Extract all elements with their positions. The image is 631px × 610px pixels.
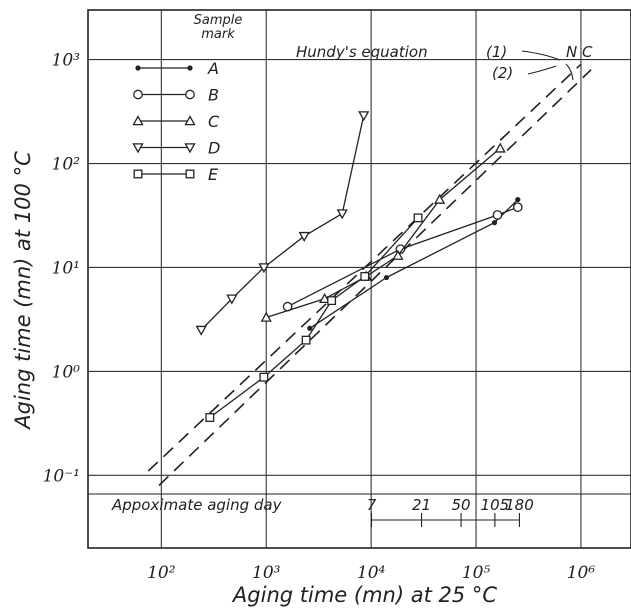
aging-day-label: Appoximate aging day bbox=[111, 496, 283, 514]
reference-line-1 bbox=[158, 69, 592, 486]
tick-labels: 10² 10³ 10⁴ 10⁵ 10⁶ 10⁻¹ 10⁰ 10¹ 10² 10³ bbox=[43, 51, 596, 583]
x-tick-label-3: 10⁵ bbox=[462, 563, 491, 583]
legend-marker-right-b bbox=[185, 89, 195, 100]
y-tick-label-3: 10² bbox=[52, 155, 81, 175]
legend-marker-left-e bbox=[133, 169, 143, 179]
legend-marker-left-c bbox=[132, 115, 144, 126]
series-c-point-0 bbox=[260, 311, 272, 322]
legend-marker-left-d bbox=[132, 143, 144, 154]
series-e-point-2 bbox=[301, 335, 311, 345]
series-e-line bbox=[209, 217, 419, 419]
y-tick-label-4: 10³ bbox=[52, 51, 81, 71]
series-a-point-0 bbox=[307, 325, 313, 331]
annotations: Hundy's equation (1) (2) N C Appoximate agin… bbox=[88, 43, 631, 527]
y-axis-label: Aging time (mn) at 100 °C bbox=[11, 151, 35, 431]
series-c-point-1 bbox=[318, 292, 331, 304]
series-a-point-3 bbox=[515, 196, 521, 203]
legend-title-mark: mark bbox=[201, 27, 235, 42]
legend-marker-left-a bbox=[135, 65, 141, 71]
legend-marker-right-e bbox=[185, 169, 195, 179]
series-d-point-0 bbox=[195, 325, 207, 336]
plot-frame bbox=[87, 9, 631, 549]
leader-line-1 bbox=[521, 50, 561, 61]
series-d-point-3 bbox=[298, 231, 310, 243]
legend-label-b: B bbox=[208, 86, 219, 105]
x-tick-label-1: 10³ bbox=[252, 563, 281, 583]
equation-label: Hundy's equation bbox=[296, 43, 428, 61]
legend-marker-right-c bbox=[184, 115, 196, 126]
reference-label-2: (2) bbox=[492, 64, 513, 82]
legend-title-sample: Sample bbox=[194, 13, 243, 28]
aging-day-value-2: 50 bbox=[452, 496, 471, 514]
series-e-point-0 bbox=[205, 413, 215, 422]
y-tick-label-0: 10⁻¹ bbox=[43, 466, 80, 486]
series-e-point-1 bbox=[259, 372, 269, 382]
series-a-point-2 bbox=[491, 220, 498, 226]
series-c-point-3 bbox=[392, 249, 404, 260]
aging-day-value-3: 105 bbox=[481, 496, 510, 514]
x-tick-label-4: 10⁶ bbox=[567, 563, 596, 583]
legend-marker-right-a bbox=[187, 65, 193, 71]
aging-day-value-0: 7 bbox=[367, 496, 377, 514]
legend-label-c: C bbox=[208, 112, 220, 131]
series-e-point-4 bbox=[360, 271, 370, 281]
y-tick-label-1: 10⁰ bbox=[52, 362, 81, 382]
series-b-point-2 bbox=[492, 210, 503, 220]
series-b-point-3 bbox=[512, 202, 523, 213]
grid bbox=[88, 10, 631, 548]
series-e-point-3 bbox=[327, 296, 337, 306]
series-a-point-1 bbox=[383, 274, 390, 281]
aging-day-value-1: 21 bbox=[412, 496, 431, 514]
series-group bbox=[195, 111, 523, 422]
series-d-point-1 bbox=[226, 294, 238, 305]
legend-label-a: A bbox=[207, 59, 219, 78]
series-d-point-2 bbox=[258, 263, 270, 274]
series-d-line bbox=[200, 115, 365, 331]
legend-marker-left-b bbox=[133, 89, 143, 100]
series-c-point-5 bbox=[494, 142, 506, 153]
series-d-point-5 bbox=[358, 111, 370, 122]
series-c-point-4 bbox=[434, 193, 446, 204]
reference-label-1: (1) bbox=[486, 43, 507, 61]
x-tick-label-2: 10⁴ bbox=[357, 563, 386, 583]
aging-day-value-4: 180 bbox=[505, 496, 534, 514]
legend-label-e: E bbox=[208, 165, 219, 184]
series-b-line bbox=[287, 206, 519, 308]
y-tick-label-2: 10¹ bbox=[52, 258, 80, 278]
leader-line-nc bbox=[565, 63, 574, 81]
legend-label-d: D bbox=[208, 139, 220, 158]
legend-marker-right-d bbox=[184, 143, 196, 154]
series-e-point-5 bbox=[413, 213, 423, 223]
series-d-point-4 bbox=[336, 209, 348, 220]
series-c-line bbox=[266, 147, 501, 319]
leader-line-2 bbox=[527, 65, 557, 75]
x-tick-label-0: 10² bbox=[147, 563, 176, 583]
nc-label: N C bbox=[566, 43, 593, 61]
x-axis-label: Aging time (mn) at 25 °C bbox=[231, 583, 497, 607]
